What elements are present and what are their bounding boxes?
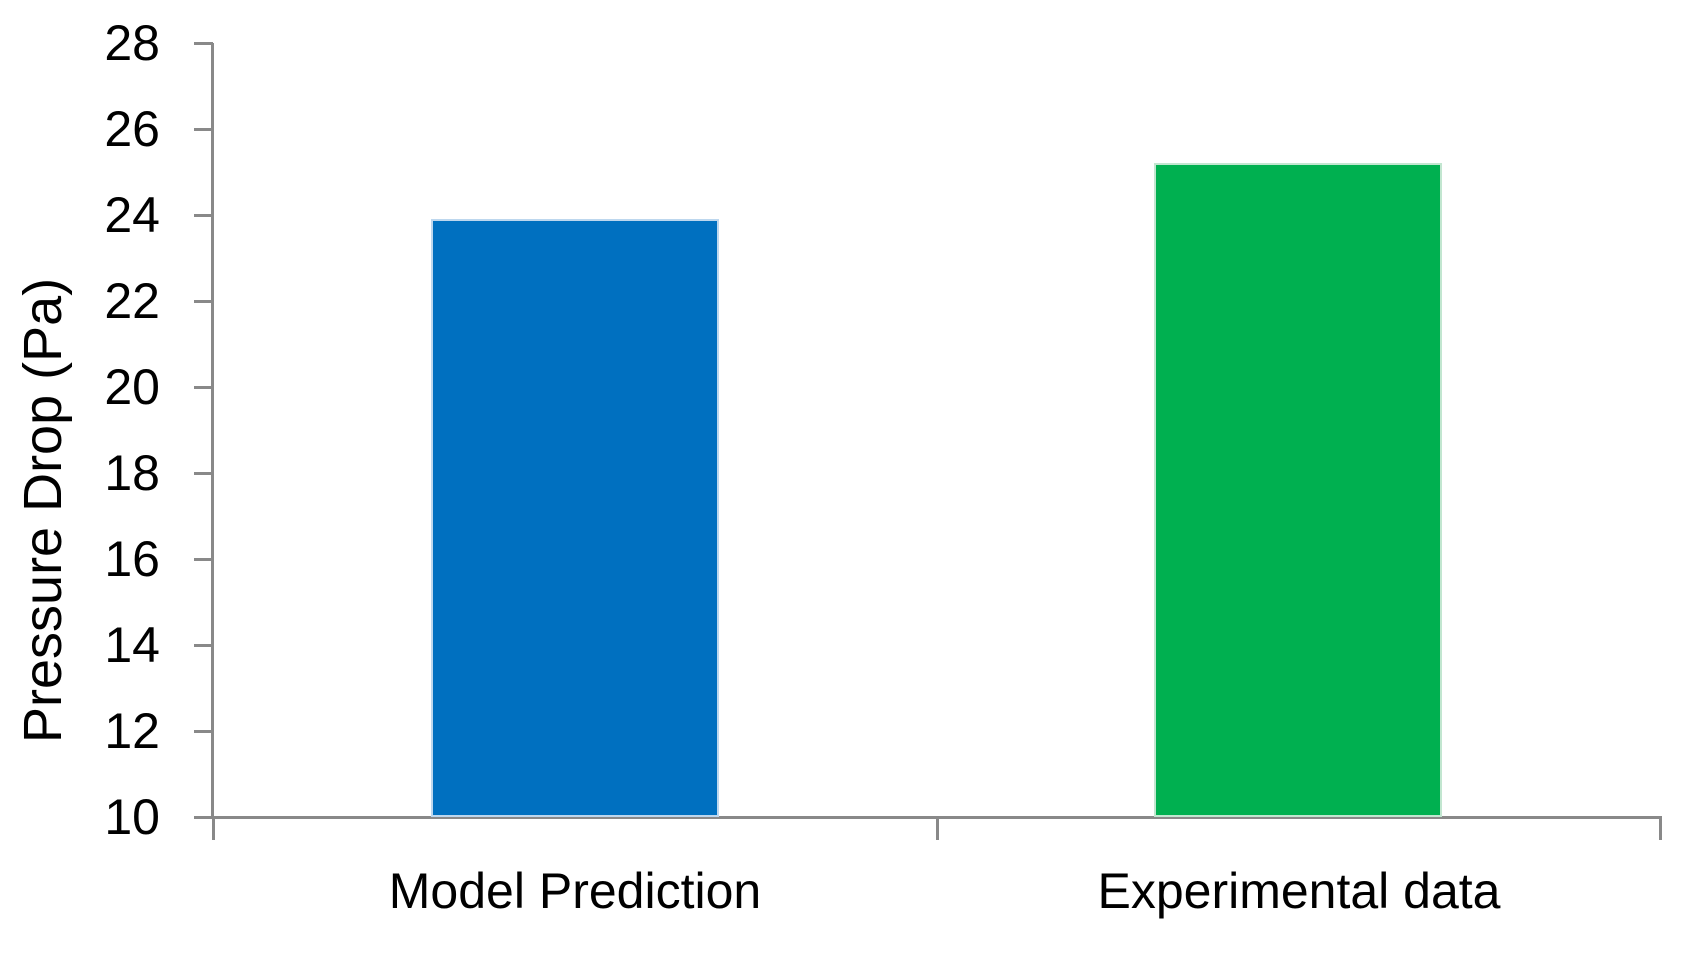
y-tick-label-26: 26	[104, 101, 160, 157]
y-tick-label-18: 18	[104, 445, 160, 501]
y-tick-12	[194, 730, 213, 733]
y-tick-16	[194, 558, 213, 561]
y-axis-title: Pressure Drop (Pa)	[13, 277, 73, 743]
y-tick-26	[194, 128, 213, 131]
y-tick-label-14: 14	[104, 617, 160, 673]
y-tick-28	[194, 42, 213, 45]
y-tick-label-12: 12	[104, 703, 160, 759]
y-tick-18	[194, 472, 213, 475]
y-tick-24	[194, 214, 213, 217]
y-tick-label-28: 28	[104, 15, 160, 71]
x-category-label-model-prediction: Model Prediction	[388, 863, 762, 919]
y-axis-line	[211, 43, 214, 817]
y-tick-label-24: 24	[104, 187, 160, 243]
x-tick-1	[936, 816, 939, 840]
y-tick-label-20: 20	[104, 359, 160, 415]
y-tick-label-16: 16	[104, 531, 160, 587]
x-tick-2	[1659, 816, 1662, 840]
y-tick-10	[194, 816, 213, 819]
y-tick-20	[194, 386, 213, 389]
bar-model-prediction	[431, 219, 719, 817]
y-tick-label-22: 22	[104, 273, 160, 329]
bar-experimental-data	[1154, 163, 1442, 817]
x-tick-0	[212, 816, 215, 840]
y-tick-label-10: 10	[104, 789, 160, 845]
x-category-label-experimental-data: Experimental data	[1097, 863, 1501, 919]
y-tick-14	[194, 644, 213, 647]
y-tick-22	[194, 300, 213, 303]
